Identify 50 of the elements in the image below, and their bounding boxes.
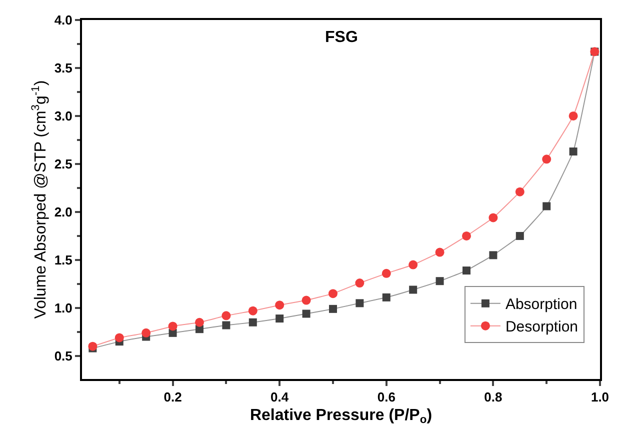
x-tick-label: 0.6: [377, 390, 396, 405]
text: FSG: [325, 29, 358, 46]
point: [489, 251, 498, 260]
point: [328, 304, 337, 313]
point: [462, 266, 470, 275]
y-tick-label: 2.5: [54, 156, 72, 172]
point: [436, 277, 444, 286]
y-tick-label: 4.0: [54, 12, 72, 28]
legend-label: Absorption: [505, 296, 578, 314]
point: [542, 154, 552, 164]
legend-label: Desorption: [505, 318, 578, 336]
point: [194, 318, 204, 327]
point: [222, 321, 230, 330]
point: [515, 187, 524, 196]
point: [302, 296, 311, 305]
y-tick-label: 0.5: [54, 348, 72, 364]
x-tick-label: 0.8: [484, 390, 502, 405]
point: [355, 278, 364, 288]
point: [542, 202, 551, 210]
point: [462, 231, 471, 240]
x-tick-label: 0.2: [164, 390, 182, 405]
point: [382, 268, 391, 278]
x-axis-title: Relative Pressure (P/P$_{o}$): [250, 406, 432, 426]
y-tick-label: 1.5: [54, 252, 72, 268]
y-tick-label: 1.0: [54, 300, 72, 316]
point: [142, 328, 151, 338]
point: [328, 289, 338, 298]
y-tick-label: 3.0: [54, 108, 72, 124]
point: [382, 293, 390, 302]
point: [168, 322, 178, 331]
point: [275, 300, 284, 310]
x-tick-label: 1.0: [590, 390, 610, 405]
x-tick-label: 0.4: [270, 390, 290, 405]
point: [568, 111, 578, 120]
y-tick-label: 2.0: [54, 204, 72, 220]
point: [569, 148, 578, 156]
point: [516, 232, 524, 240]
point: [248, 318, 257, 326]
point: [114, 333, 124, 342]
point: [435, 248, 444, 257]
point: [408, 260, 418, 270]
point: [356, 299, 364, 308]
point: [302, 310, 310, 318]
point: [88, 342, 98, 351]
point: [488, 213, 498, 222]
point: [222, 311, 231, 320]
point: [409, 286, 418, 294]
y-tick-label: 3.5: [54, 60, 72, 76]
point: [276, 314, 284, 323]
point: [248, 306, 258, 316]
